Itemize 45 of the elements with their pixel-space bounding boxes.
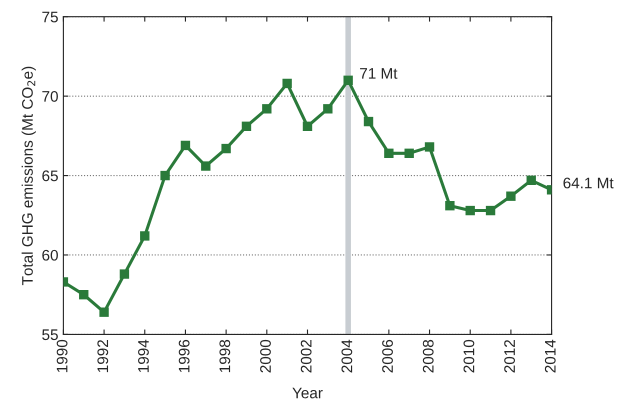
- point: [526, 176, 536, 186]
- x-axis-title: Year: [292, 388, 323, 398]
- point: [201, 161, 210, 171]
- point: [140, 231, 150, 241]
- point: [466, 206, 475, 216]
- point: [302, 122, 312, 132]
- x-tick-label: 1992: [97, 340, 108, 372]
- point: [404, 148, 414, 158]
- x-tick-label: 2014: [544, 340, 556, 372]
- point: [242, 122, 252, 132]
- point: [221, 144, 231, 154]
- x-tick-label: 1998: [219, 340, 230, 372]
- x-tick-label: 1994: [138, 340, 149, 372]
- annotation: 64.1 Mt: [563, 178, 614, 188]
- x-tick-label: 2000: [260, 340, 271, 372]
- point: [262, 104, 272, 114]
- x-tick-label: 1990: [56, 340, 68, 372]
- point: [445, 201, 455, 210]
- x-tick-label: 2002: [300, 340, 312, 372]
- y-tick-label: 70: [42, 91, 58, 102]
- point: [486, 206, 496, 216]
- point: [424, 142, 434, 152]
- x-tick-label: 1996: [178, 340, 190, 372]
- point: [160, 170, 170, 180]
- point: [99, 307, 109, 317]
- point: [384, 148, 394, 158]
- point: [79, 290, 88, 300]
- annotation: 71 Mt: [360, 68, 398, 79]
- x-tick-label: 2008: [422, 340, 434, 372]
- y-tick-label: 65: [42, 170, 58, 182]
- x-tick-label: 2004: [341, 340, 352, 372]
- y-tick-label: 55: [42, 329, 58, 340]
- x-tick-label: 2010: [464, 340, 474, 372]
- y-tick-label: 60: [42, 250, 58, 261]
- point: [323, 104, 333, 114]
- x-tick-label: 2012: [504, 340, 515, 372]
- point: [120, 269, 130, 279]
- point: [364, 116, 374, 126]
- point: [343, 76, 353, 85]
- y-axis-title: Total GHG emissions (Mt CO$_{2}$e): [22, 66, 36, 286]
- point: [506, 192, 516, 201]
- x-tick-label: 2006: [382, 340, 393, 372]
- y-tick-label: 75: [42, 12, 58, 22]
- point: [180, 140, 190, 150]
- point: [282, 78, 292, 88]
